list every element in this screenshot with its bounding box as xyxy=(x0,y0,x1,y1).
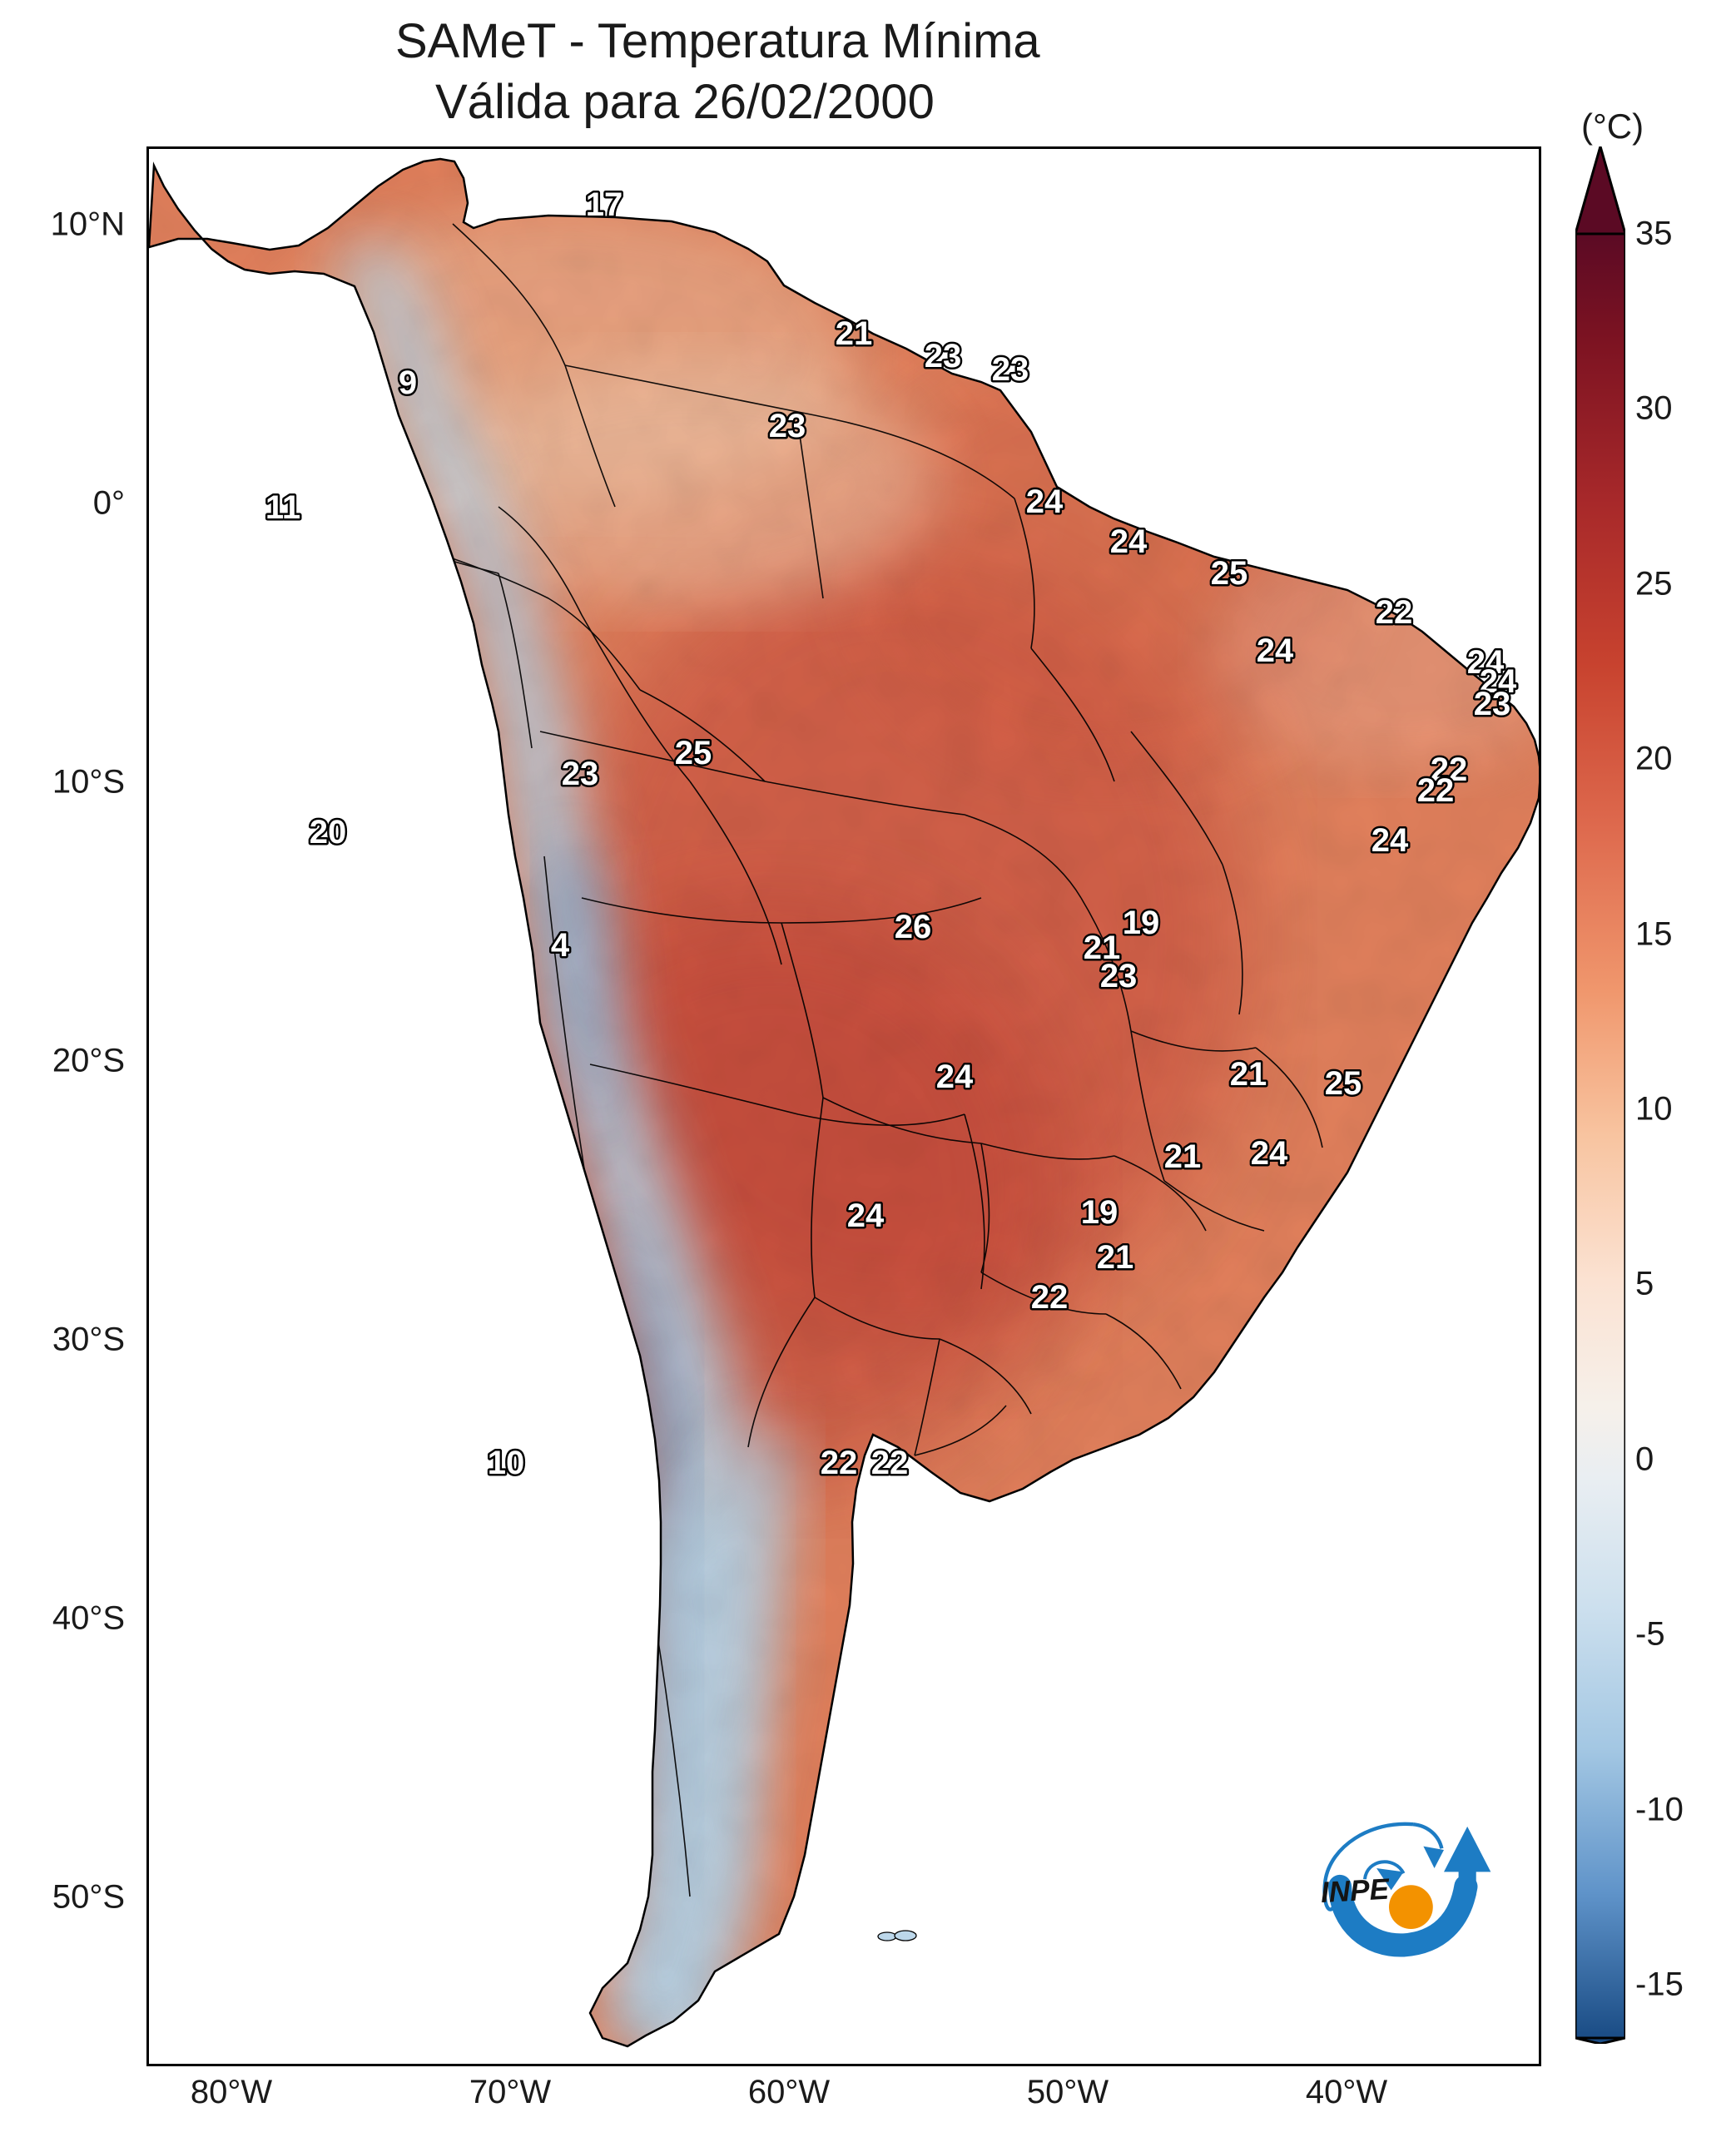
svg-text:24: 24 xyxy=(847,1197,885,1234)
svg-text:24: 24 xyxy=(1026,483,1064,520)
svg-text:22: 22 xyxy=(1376,594,1413,631)
svg-text:26: 26 xyxy=(895,909,932,945)
svg-text:22: 22 xyxy=(1031,1279,1069,1316)
svg-text:25: 25 xyxy=(675,735,712,771)
svg-text:4: 4 xyxy=(551,927,570,964)
svg-text:22: 22 xyxy=(871,1445,909,1481)
svg-text:20: 20 xyxy=(310,814,347,850)
svg-text:25: 25 xyxy=(1325,1065,1362,1102)
svg-text:21: 21 xyxy=(1164,1138,1202,1175)
svg-text:23: 23 xyxy=(562,756,599,792)
svg-text:11: 11 xyxy=(265,489,300,526)
svg-text:24: 24 xyxy=(1257,632,1294,669)
svg-text:23: 23 xyxy=(1474,686,1511,722)
svg-text:17: 17 xyxy=(586,186,623,223)
svg-text:24: 24 xyxy=(936,1059,974,1095)
svg-text:INPE: INPE xyxy=(1320,1873,1391,1909)
svg-text:25: 25 xyxy=(1211,555,1248,592)
svg-text:21: 21 xyxy=(1230,1056,1267,1093)
svg-text:24: 24 xyxy=(1110,523,1148,560)
svg-text:19: 19 xyxy=(1081,1194,1118,1231)
svg-text:22: 22 xyxy=(1417,772,1455,809)
svg-text:24: 24 xyxy=(1371,822,1409,859)
svg-text:21: 21 xyxy=(836,315,873,352)
svg-text:19: 19 xyxy=(1123,905,1160,941)
svg-text:23: 23 xyxy=(1100,958,1138,994)
svg-text:23: 23 xyxy=(769,408,806,444)
svg-text:23: 23 xyxy=(992,351,1029,388)
svg-text:10: 10 xyxy=(488,1445,525,1481)
svg-text:21: 21 xyxy=(1097,1239,1134,1276)
svg-text:9: 9 xyxy=(399,364,417,401)
svg-text:23: 23 xyxy=(925,338,962,374)
svg-text:22: 22 xyxy=(821,1445,858,1481)
svg-text:24: 24 xyxy=(1251,1135,1288,1172)
